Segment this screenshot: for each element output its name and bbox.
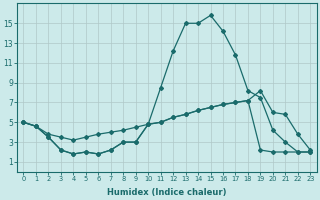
X-axis label: Humidex (Indice chaleur): Humidex (Indice chaleur) — [107, 188, 227, 197]
